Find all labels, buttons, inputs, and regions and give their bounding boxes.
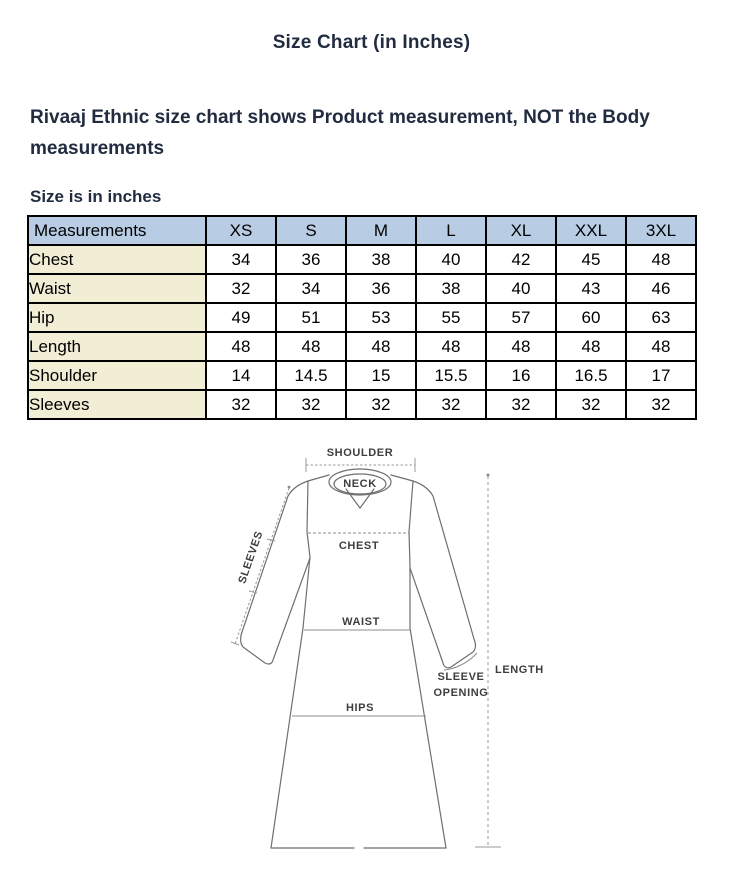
cell-value: 40 (485, 273, 557, 304)
table-row: Hip 49 51 53 55 57 60 63 (27, 302, 697, 333)
cell-value: 34 (205, 244, 277, 275)
table-row: Sleeves 32 32 32 32 32 32 32 (27, 389, 697, 420)
size-unit-note: Size is in inches (30, 187, 162, 206)
header-cell-measurements: Measurements (27, 215, 207, 246)
cell-value: 55 (415, 302, 487, 333)
cell-value: 32 (205, 273, 277, 304)
cell-value: 32 (205, 389, 277, 420)
cell-value: 46 (625, 273, 697, 304)
length-label: LENGTH (495, 664, 544, 676)
hips-label: HIPS (346, 702, 374, 714)
length-measure-dot (486, 473, 490, 477)
row-label-waist: Waist (27, 273, 207, 304)
garment-measurement-diagram: SHOULDER NECK CHEST WAIST HIPS SLEEVES S… (230, 447, 544, 849)
cell-value: 34 (275, 273, 347, 304)
intro-text: Rivaaj Ethnic size chart shows Product m… (30, 107, 650, 159)
cell-value: 45 (555, 244, 627, 275)
cell-value: 32 (625, 389, 697, 420)
header-cell-xxl: XXL (555, 215, 627, 246)
cell-value: 60 (555, 302, 627, 333)
row-label-length: Length (27, 331, 207, 362)
table-header-row: Measurements XS S M L XL XXL 3XL (27, 215, 697, 246)
cell-value: 36 (275, 244, 347, 275)
header-cell-s: S (275, 215, 347, 246)
cell-value: 40 (415, 244, 487, 275)
table-row: Chest 34 36 38 40 42 45 48 (27, 244, 697, 275)
sleeves-measure-line (234, 487, 290, 645)
cell-value: 48 (625, 244, 697, 275)
garment-body-outline-right (390, 474, 447, 849)
cell-value: 48 (275, 331, 347, 362)
sleeves-measure-ticks (230, 538, 276, 646)
header-cell-xl: XL (485, 215, 557, 246)
table-row: Length 48 48 48 48 48 48 48 (27, 331, 697, 362)
cell-value: 15.5 (415, 360, 487, 391)
cell-value: 32 (275, 389, 347, 420)
sleeve-opening-label-line2: OPENING (434, 687, 489, 699)
waist-label: WAIST (342, 616, 380, 628)
cell-value: 36 (345, 273, 417, 304)
cell-value: 51 (275, 302, 347, 333)
table-row: Shoulder 14 14.5 15 15.5 16 16.5 17 (27, 360, 697, 391)
right-sleeve (409, 480, 476, 669)
neck-v-notch (345, 488, 375, 509)
cell-value: 53 (345, 302, 417, 333)
cell-value: 48 (205, 331, 277, 362)
row-label-sleeves: Sleeves (27, 389, 207, 420)
cell-value: 15 (345, 360, 417, 391)
cell-value: 43 (555, 273, 627, 304)
sleeves-measure-dot (287, 485, 291, 489)
cell-value: 63 (625, 302, 697, 333)
cell-value: 48 (345, 331, 417, 362)
cell-value: 48 (415, 331, 487, 362)
cell-value: 32 (485, 389, 557, 420)
shoulder-label: SHOULDER (327, 447, 394, 459)
neck-label: NECK (343, 478, 377, 490)
neckline-outer (328, 468, 392, 496)
cell-value: 38 (415, 273, 487, 304)
cell-value: 42 (485, 244, 557, 275)
cell-value: 48 (555, 331, 627, 362)
cell-value: 48 (625, 331, 697, 362)
garment-body-outline (270, 474, 330, 849)
chest-label: CHEST (339, 540, 379, 552)
page-title: Size Chart (in Inches) (272, 32, 471, 53)
row-label-chest: Chest (27, 244, 207, 275)
neckline-inner (333, 473, 387, 495)
cell-value: 57 (485, 302, 557, 333)
cell-value: 32 (415, 389, 487, 420)
sleeve-opening-label-line1: SLEEVE (437, 671, 484, 683)
header-cell-l: L (415, 215, 487, 246)
row-label-shoulder: Shoulder (27, 360, 207, 391)
cell-value: 38 (345, 244, 417, 275)
cell-value: 48 (485, 331, 557, 362)
row-label-hip: Hip (27, 302, 207, 333)
right-cuff-hem (443, 652, 478, 671)
size-chart-table: Measurements XS S M L XL XXL 3XL Chest 3… (27, 215, 697, 420)
cell-value: 14 (205, 360, 277, 391)
cell-value: 17 (625, 360, 697, 391)
cell-value: 49 (205, 302, 277, 333)
header-cell-xs: XS (205, 215, 277, 246)
header-cell-3xl: 3XL (625, 215, 697, 246)
cell-value: 32 (555, 389, 627, 420)
table-row: Waist 32 34 36 38 40 43 46 (27, 273, 697, 304)
cell-value: 14.5 (275, 360, 347, 391)
header-cell-m: M (345, 215, 417, 246)
cell-value: 16 (485, 360, 557, 391)
shoulder-measure-ticks (305, 458, 416, 472)
left-sleeve (240, 480, 311, 665)
cell-value: 16.5 (555, 360, 627, 391)
cell-value: 32 (345, 389, 417, 420)
